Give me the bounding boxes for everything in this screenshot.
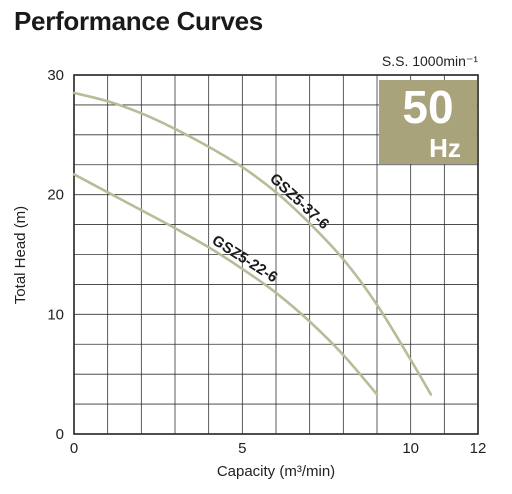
x-tick-label: 12	[470, 440, 487, 457]
x-tick-label: 0	[70, 440, 78, 457]
y-tick-label: 20	[47, 187, 64, 204]
series-curve-gsz5-37-6	[72, 91, 433, 396]
badge-background	[379, 80, 477, 164]
x-tick-label: 10	[402, 440, 419, 457]
series-label: GSZ5-22-6	[209, 232, 281, 286]
badge-frequency-unit: Hz	[429, 133, 461, 163]
x-axis-label: Capacity (m³/min)	[217, 463, 335, 480]
page-title: Performance Curves	[14, 6, 263, 36]
frequency-badge: 50 Hz	[379, 80, 477, 164]
y-axis-label: Total Head (m)	[12, 206, 29, 304]
speed-label: S.S. 1000min⁻¹	[382, 53, 478, 69]
y-tick-label: 10	[47, 306, 64, 323]
y-tick-label: 0	[56, 426, 64, 443]
series-curve-gsz5-22-6	[72, 173, 379, 396]
tick-labels: 0 5 10 12 0 10 20 30	[47, 67, 486, 457]
x-tick-label: 5	[238, 440, 246, 457]
badge-frequency-value: 50	[402, 81, 453, 133]
y-tick-label: 30	[47, 67, 64, 84]
